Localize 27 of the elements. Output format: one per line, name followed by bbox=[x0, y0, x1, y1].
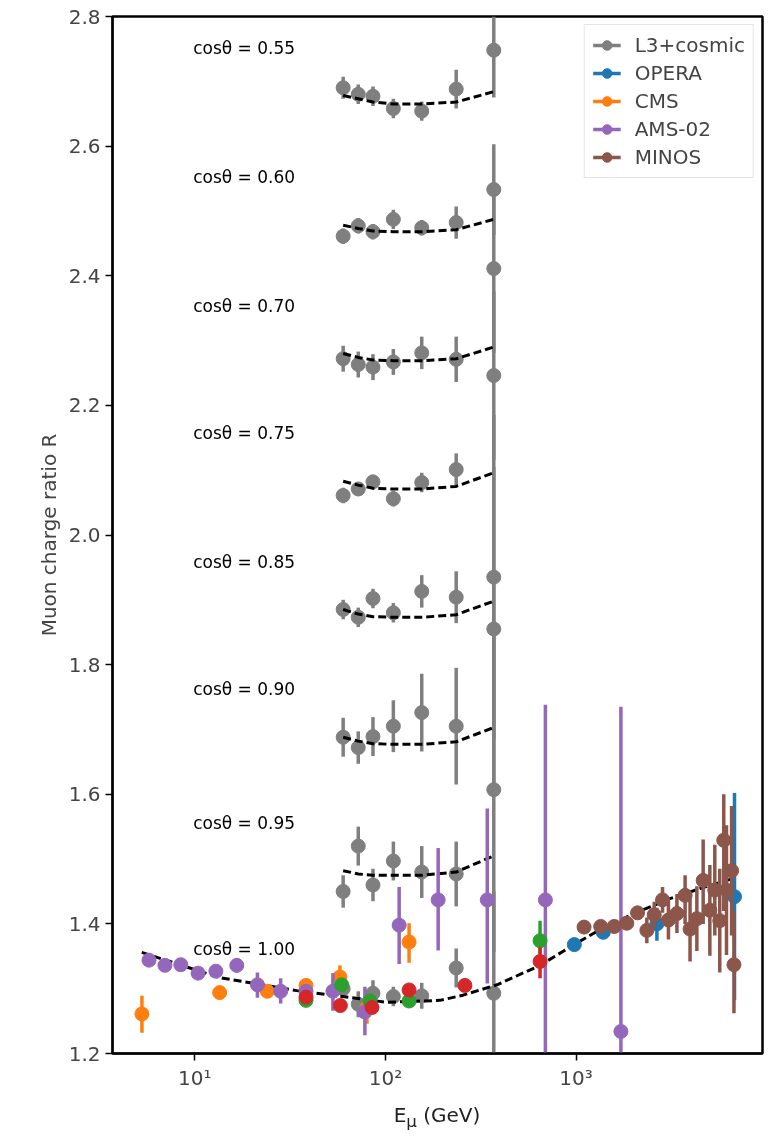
legend-label: AMS-02 bbox=[634, 117, 711, 141]
annotation: cosθ = 0.85 bbox=[193, 551, 296, 572]
y-tick-label: 2.6 bbox=[68, 134, 101, 159]
y-tick-label: 2.4 bbox=[68, 263, 101, 288]
legend-label: L3+cosmic bbox=[634, 33, 745, 57]
y-tick-label: 1.8 bbox=[68, 652, 101, 677]
annotation: cosθ = 0.75 bbox=[193, 423, 296, 444]
y-tick-label: 1.6 bbox=[68, 782, 101, 807]
legend-label: CMS bbox=[634, 89, 679, 113]
annotation: cosθ = 0.60 bbox=[193, 167, 296, 188]
y-tick-label: 1.2 bbox=[68, 1041, 101, 1066]
x-axis-title: E$_{μ}$ (GeV) bbox=[393, 1102, 481, 1133]
y-axis-title: Muon charge ratio R bbox=[36, 433, 61, 637]
y-tick-label: 2.2 bbox=[68, 393, 101, 418]
legend-label: OPERA bbox=[634, 61, 702, 85]
y-tick-label: 1.4 bbox=[68, 911, 101, 936]
y-tick-label: 2.8 bbox=[68, 4, 101, 29]
annotation: cosθ = 0.55 bbox=[193, 37, 296, 58]
x-tick-label: 10² bbox=[368, 1065, 403, 1090]
annotation: cosθ = 0.70 bbox=[193, 295, 296, 316]
annotation: cosθ = 0.95 bbox=[193, 812, 296, 833]
y-tick-label: 2.0 bbox=[68, 523, 101, 547]
x-tick-label: 10¹ bbox=[178, 1065, 212, 1090]
annotation: cosθ = 1.00 bbox=[193, 938, 296, 959]
legend-label: MINOS bbox=[634, 145, 702, 169]
x-tick-label: 10³ bbox=[559, 1065, 593, 1090]
annotation: cosθ = 0.90 bbox=[193, 679, 296, 700]
